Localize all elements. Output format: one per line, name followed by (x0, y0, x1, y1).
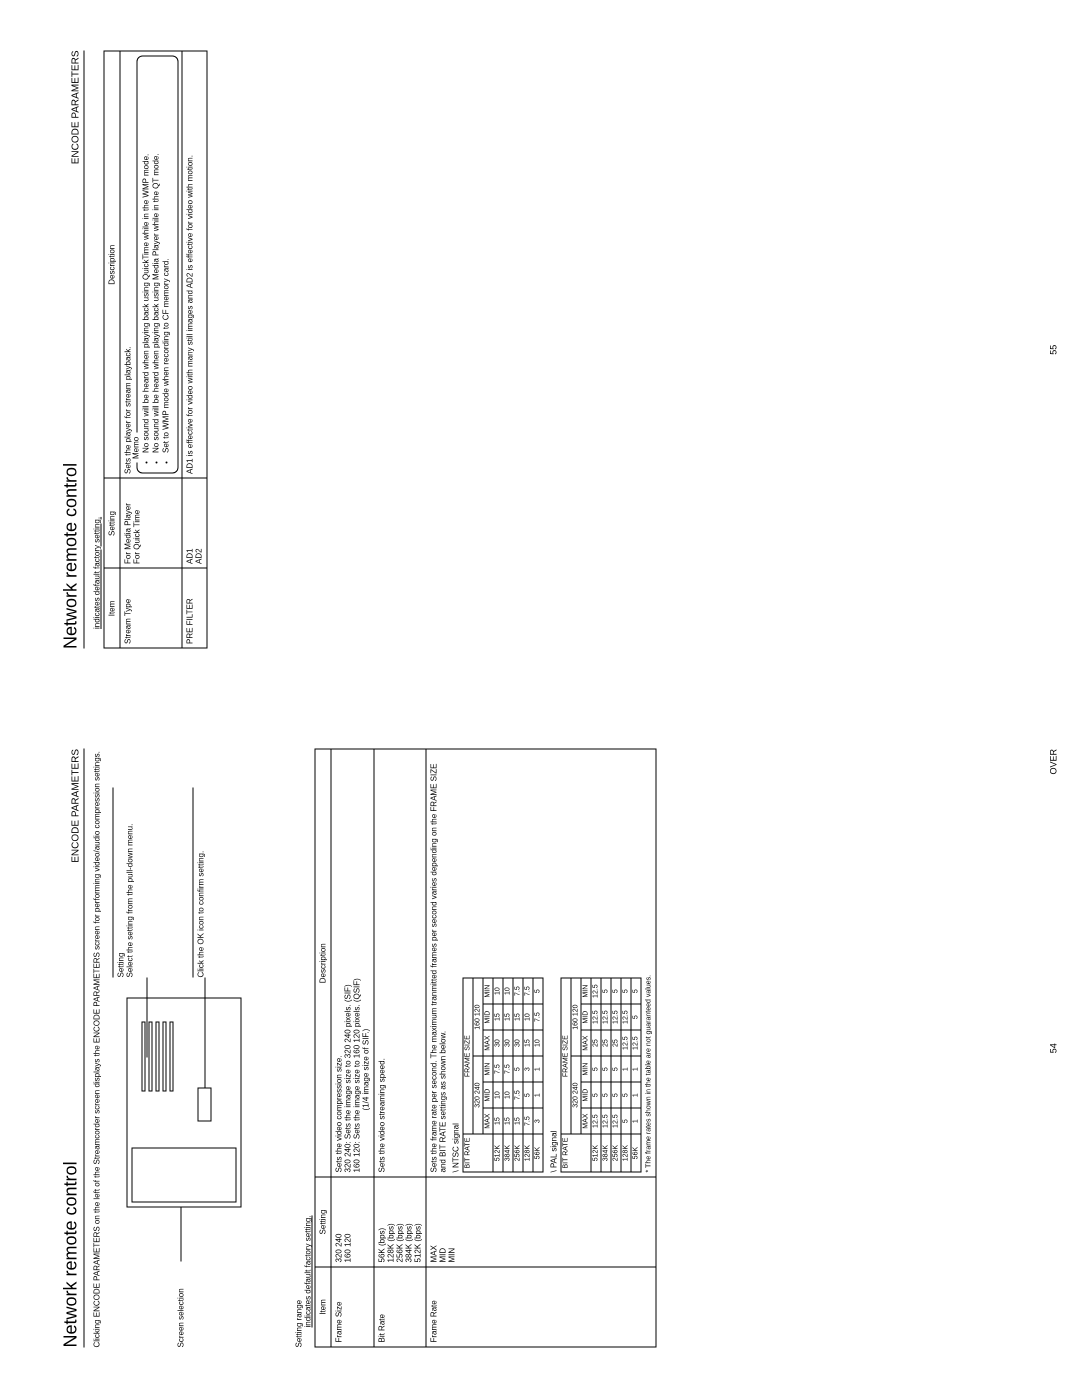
callout-ok-text: Click the OK icon to confirm setting. (196, 787, 205, 977)
page-title: Network remote control (60, 462, 81, 648)
cell-setting: AD1 AD2 (182, 478, 207, 568)
cell-desc: Sets the video streaming speed. (374, 749, 426, 1177)
table-row: 128K7.55315107.5 (523, 978, 533, 1172)
cell-desc: AD1 is effective for video with many sti… (182, 51, 207, 479)
ok-button-mock (197, 1087, 211, 1121)
cell-item: Frame Size (331, 1267, 374, 1347)
callout-setting: Setting Select the setting from the pull… (112, 787, 134, 977)
table-header: Item Setting Description (315, 749, 331, 1347)
memo-item: Set to WMP mode when recording to CF mem… (161, 62, 170, 453)
row-bit-rate: Bit Rate 56K (bps) 128K (bps) 256K (bps)… (374, 749, 426, 1347)
table-row: 384K12.5552512.55 (601, 978, 611, 1172)
cell-setting: 320 240 160 120 (331, 1177, 374, 1267)
ntsc-label: \ NTSC signal (451, 754, 460, 1173)
page-title: Network remote control (60, 1161, 81, 1347)
memo-title: Memo (131, 432, 140, 462)
table-row: 256K12.5552512.55 (611, 978, 621, 1172)
section-title: ENCODE PARAMETERS (70, 50, 81, 164)
table-row: 256K157.5530157.5 (513, 978, 523, 1172)
h-desc: Description (104, 51, 120, 479)
cell-item: Bit Rate (374, 1267, 426, 1347)
table-row: 56K311107.55 (533, 978, 543, 1172)
section-title: ENCODE PARAMETERS (70, 749, 81, 863)
cell-setting: For Media Player For Quick Time (120, 478, 182, 568)
table-row: 56K11112.555 (631, 978, 641, 1172)
cell-desc: Sets the video compression size. 320 240… (331, 749, 374, 1177)
memo-item: No sound will be heard when playing back… (141, 62, 150, 453)
intro-text: Clicking ENCODE PARAMETERS on the left o… (92, 749, 102, 1348)
page-55: Network remote control ENCODE PARAMETERS… (0, 0, 1080, 699)
row-pre-filter: PRE FILTER AD1 AD2 AD1 is effective for … (182, 51, 207, 649)
ntsc-matrix: BIT RATE FRAME SIZE 320 240 160 120 MAX … (462, 977, 543, 1172)
pal-label: \ PAL signal (549, 754, 558, 1173)
cell-setting: MAX MID MIN (426, 1177, 656, 1267)
guarantee-note: * The frame rates shown in the table are… (645, 754, 652, 1173)
table-row: 512K12.5552512.512.5 (591, 978, 601, 1172)
cell-item: Stream Type (120, 568, 182, 648)
h-setting: Setting (315, 1177, 331, 1267)
over-label: OVER (1048, 749, 1058, 775)
memo-item: No sound will be heard when playing back… (151, 62, 160, 453)
cell-desc: Sets the frame rate per second. The maxi… (426, 749, 656, 1177)
settings-table-55: Item Setting Description Stream Type For… (103, 50, 207, 649)
range-label: Setting range (294, 749, 303, 1348)
browser-mock (126, 997, 241, 1207)
cell-desc: Sets the player for stream playback. Mem… (120, 51, 182, 479)
h-setting: Setting (104, 478, 120, 568)
h-item: Item (104, 568, 120, 648)
screen-selection-label: Screen selection (176, 1288, 185, 1347)
table-header: Item Setting Description (104, 51, 120, 649)
page-54: Network remote control ENCODE PARAMETERS… (0, 699, 1080, 1397)
header: Network remote control ENCODE PARAMETERS (60, 50, 84, 649)
pal-matrix: BIT RATE FRAME SIZE 320 240 160 120 MAX … (560, 977, 641, 1172)
table-row: 512K15107.5301510 (493, 978, 503, 1172)
cell-setting: 56K (bps) 128K (bps) 256K (bps) 384K (bp… (374, 1177, 426, 1267)
h-desc: Description (315, 749, 331, 1177)
callout-ok: Click the OK icon to confirm setting. (192, 787, 205, 977)
table-row: 384K15107.5301510 (503, 978, 513, 1172)
table-row: 128K55112.512.55 (621, 978, 631, 1172)
callout-setting-h: Setting (116, 787, 125, 977)
page-number: 55 (1048, 0, 1058, 699)
cell-item: PRE FILTER (182, 568, 207, 648)
row-frame-rate: Frame Rate MAX MID MIN Sets the frame ra… (426, 749, 656, 1347)
left-panel (131, 1147, 236, 1202)
settings-table: Item Setting Description Frame Size 320 … (314, 749, 656, 1348)
memo-box: Memo No sound will be heard when playing… (136, 55, 178, 474)
range-sub: indicates default factory setting. (92, 50, 101, 629)
range-sub: indicates default factory setting. (303, 749, 312, 1328)
row-stream-type: Stream Type For Media Player For Quick T… (120, 51, 182, 649)
page-number: 54 (1048, 699, 1058, 1397)
h-item: Item (315, 1267, 331, 1347)
row-frame-size: Frame Size 320 240 160 120 Sets the vide… (331, 749, 374, 1347)
header: Network remote control ENCODE PARAMETERS (60, 749, 84, 1348)
cell-item: Frame Rate (426, 1267, 656, 1347)
ui-diagram: Screen selection Setting Select the sett… (116, 749, 276, 1348)
callout-setting-b: Select the setting from the pull-down me… (125, 787, 134, 977)
